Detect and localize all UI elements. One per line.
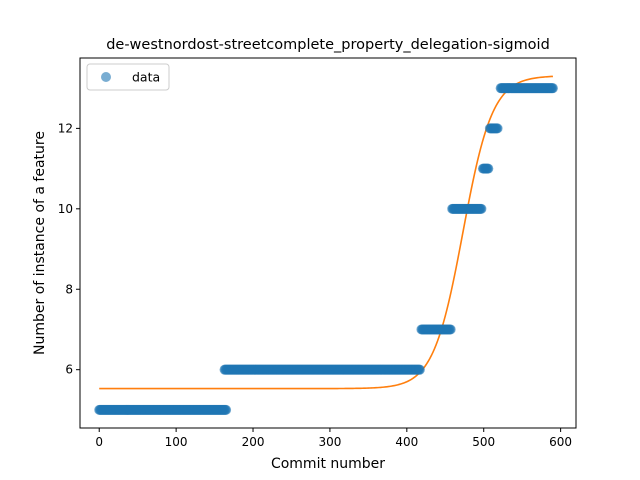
x-tick-label: 400 bbox=[395, 435, 418, 449]
data-point bbox=[483, 163, 494, 174]
legend-label-data: data bbox=[132, 70, 160, 85]
data-point bbox=[476, 203, 487, 214]
x-tick-label: 200 bbox=[242, 435, 265, 449]
chart-title: de-westnordost-streetcomplete_property_d… bbox=[106, 37, 550, 53]
x-tick-label: 600 bbox=[549, 435, 572, 449]
y-tick-label: 12 bbox=[58, 121, 73, 135]
x-tick-label: 0 bbox=[95, 435, 103, 449]
legend: data bbox=[86, 63, 170, 91]
legend-box bbox=[86, 63, 170, 91]
data-point bbox=[414, 364, 425, 375]
legend-marker-data bbox=[101, 72, 111, 82]
data-point bbox=[221, 404, 232, 415]
x-tick-label: 100 bbox=[165, 435, 188, 449]
y-tick-label: 10 bbox=[58, 202, 73, 216]
x-tick-label: 300 bbox=[318, 435, 341, 449]
data-point bbox=[445, 324, 456, 335]
y-axis-label: Number of instance of a feature bbox=[32, 131, 48, 355]
x-axis-ticks: 0 100 200 300 400 500 600 bbox=[95, 428, 572, 449]
sigmoid-fit-line bbox=[99, 75, 553, 390]
fit-curve-layer bbox=[99, 75, 553, 390]
axes-frame bbox=[79, 57, 577, 429]
data-point bbox=[492, 123, 503, 134]
y-tick-label: 8 bbox=[65, 282, 73, 296]
y-axis-ticks: 6 8 10 12 bbox=[58, 121, 80, 377]
x-axis-label: Commit number bbox=[271, 456, 385, 472]
data-point bbox=[547, 83, 558, 94]
y-tick-label: 6 bbox=[65, 363, 73, 377]
data-points-layer bbox=[94, 83, 558, 415]
x-tick-label: 500 bbox=[472, 435, 495, 449]
